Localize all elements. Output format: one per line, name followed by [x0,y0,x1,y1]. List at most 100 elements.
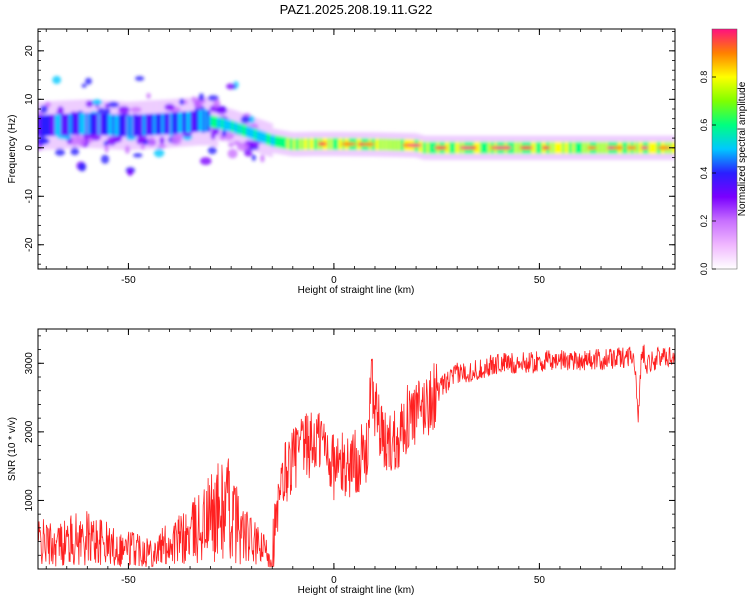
heat-cell [120,114,125,137]
heat-cell [305,138,309,150]
heat-cell [184,111,188,133]
heat-cell [243,125,248,137]
heat-cell [418,140,422,153]
heat-cell [226,83,236,90]
heat-cell [62,135,72,141]
spectrogram-frame [37,28,676,270]
heat-cell [650,141,655,154]
colorbar-tick-label: 0.4 [699,167,709,180]
heat-cell [48,114,53,137]
heat-cell [228,142,235,148]
x-tick-label: -50 [121,275,136,286]
heat-cell [91,99,103,106]
heat-cell [270,134,275,147]
heat-cell [264,132,268,145]
heat-cell [227,119,231,132]
heat-cell [163,113,168,135]
heat-cell [112,114,116,136]
heat-cell [157,113,162,135]
y-tick-label: 10 [24,93,35,105]
heat-cell [237,123,242,135]
heat-cell [171,112,176,134]
heat-hotspot [407,143,422,148]
heat-cell [233,121,238,134]
heat-cell [535,141,540,154]
heat-cell [330,138,334,150]
heat-cell [202,110,207,132]
heat-cell [383,138,388,151]
heat-cell [77,113,81,135]
heat-cell [179,98,185,106]
heat-hotspot [587,145,597,150]
heat-cell [99,113,104,136]
heat-cell [108,114,112,136]
heat-cell [284,137,289,150]
heat-cell [227,148,238,159]
heat-cell [399,139,404,151]
heat-cell [104,103,110,108]
heat-cell [145,114,149,136]
heat-cell [85,77,92,85]
heat-cell [193,99,203,109]
heat-cell [40,115,44,137]
heat-cell [52,114,57,136]
heat-cell [447,141,451,154]
heat-cell [599,141,603,154]
heat-hotspot [434,145,448,150]
heat-cell [79,113,83,135]
heat-cell [554,141,558,154]
heat-cell [188,111,192,133]
heat-cell [100,154,110,164]
heat-cell [235,122,240,134]
heat-cell [182,111,186,133]
heat-cell [50,114,55,136]
heat-cell [272,135,277,147]
heat-cell [424,141,429,154]
heat-cell [112,136,122,143]
heat-cell [208,115,213,127]
heat-cell [136,114,141,137]
heat-cell [229,120,233,132]
heat-cell [149,113,153,136]
heat-cell [484,141,488,154]
heat-cell [307,138,312,150]
heat-cell [106,114,110,136]
colorbar-label: Normalized spectral amplitude [737,81,748,216]
spectrogram-panel: -50 0 50 -20 -10 0 10 20 Height of straight lin… [7,28,676,296]
heat-cell [636,141,640,154]
heat-cell [76,137,86,147]
heat-cell [200,157,212,166]
spectrogram-xlabel: Height of straight line (km) [298,285,415,296]
y-tick-label: 3000 [24,352,35,375]
heat-cell [147,114,151,136]
heat-cell [87,113,92,135]
heat-cell [299,138,303,151]
heat-cell [537,141,542,154]
heat-cell [104,113,108,136]
heat-cell [278,136,283,148]
heat-cell [213,99,221,109]
heat-cell [236,142,249,152]
heat-cell [83,112,88,135]
heat-cell [95,113,100,135]
heat-hotspot [519,145,533,150]
chart-title: PAZ1.2025.208.19.11.G22 [280,2,433,17]
heat-cell [122,115,127,137]
heat-cell [562,141,566,154]
heat-cell [338,138,342,150]
heat-cell [38,146,43,151]
heat-cell [288,138,293,150]
heat-cell [249,140,260,149]
y-tick-label: 2000 [24,420,35,443]
heat-cell [67,113,71,136]
heat-cell [274,135,279,148]
heat-hotspot [625,145,637,150]
heat-cell [130,115,135,137]
heat-cell [175,112,180,134]
heat-cell [81,113,86,135]
heat-cell [268,133,272,146]
heat-cell [313,138,318,150]
heat-cell [69,135,79,146]
heat-cell [558,141,562,154]
